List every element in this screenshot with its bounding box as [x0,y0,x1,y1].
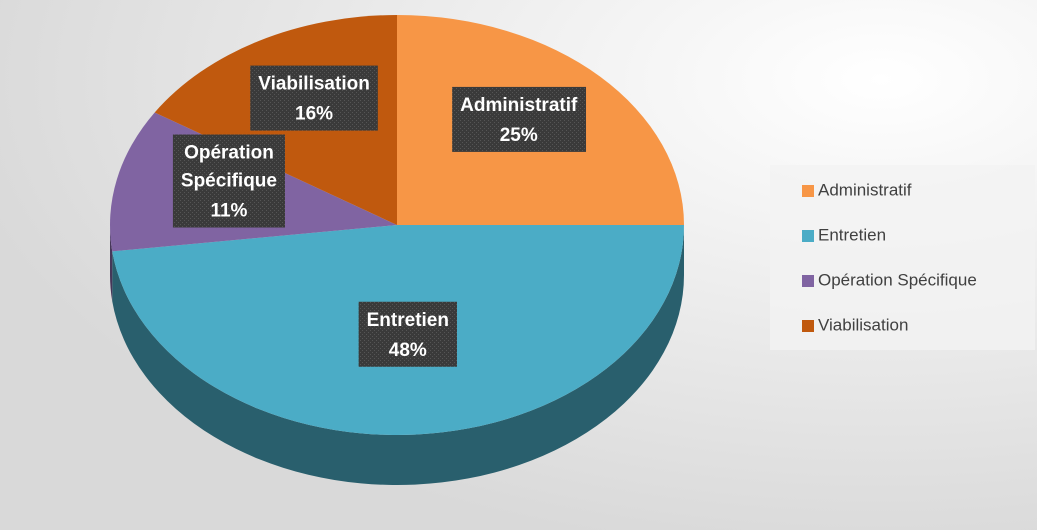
slice-side [112,225,685,486]
data-label-text: Administratif [460,95,578,116]
data-label: Viabilisation 16% [250,65,378,131]
slice-side [110,225,113,302]
data-label-value: 16% [295,104,333,125]
data-label-box [358,301,457,367]
legend-label: Entretien [818,225,886,244]
legend-label: Administratif [818,180,912,199]
data-label-value: 48% [389,340,427,361]
data-label-box [452,86,587,152]
legend-label: Viabilisation [818,315,908,334]
data-label-value: 25% [500,125,538,146]
legend-swatch [802,230,814,242]
legend-swatch [802,185,814,197]
data-label-box [172,134,285,228]
data-label: Entretien 48% [358,301,457,367]
data-label: Opération Spécifique 11% [172,134,285,228]
data-label: Administratif 25% [452,86,587,152]
legend-label: Opération Spécifique [818,270,977,289]
legend-box [770,165,1035,350]
legend-swatch [802,275,814,287]
data-label-text: Spécifique [181,171,277,192]
data-label-text: Opération [184,143,274,164]
legend-swatch [802,320,814,332]
data-label-text: Entretien [367,310,449,331]
data-label-box [250,65,378,131]
data-label-value: 11% [210,201,247,222]
data-label-text: Viabilisation [258,74,370,95]
